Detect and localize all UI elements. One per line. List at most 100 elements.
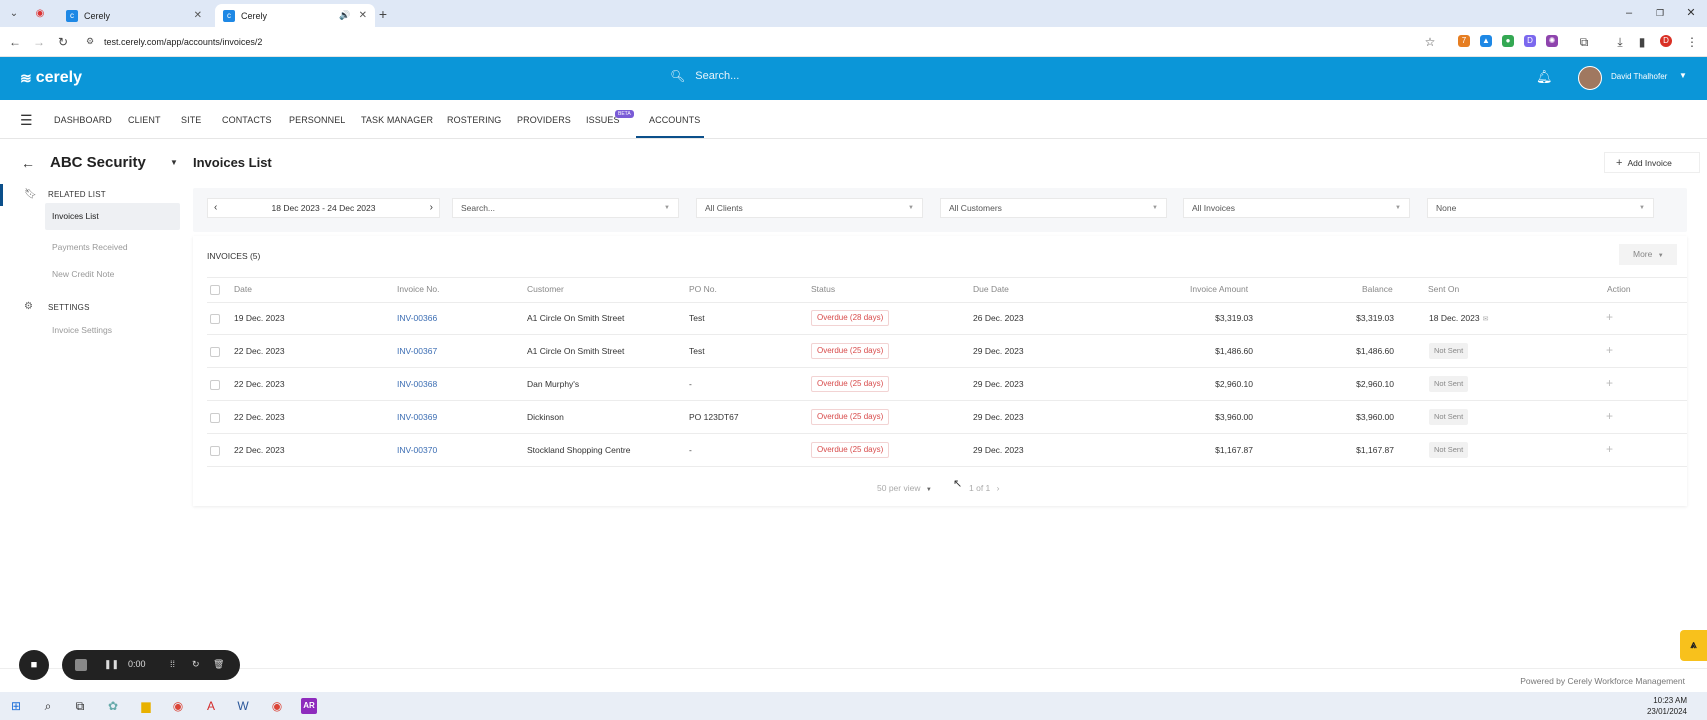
column-header-invoice-no[interactable]: Invoice No. xyxy=(397,284,440,294)
chrome-icon[interactable]: ◉ xyxy=(172,699,184,713)
profile-icon[interactable]: D xyxy=(1660,35,1672,47)
column-header-date[interactable]: Date xyxy=(234,284,252,294)
row-action-plus-icon[interactable]: + xyxy=(1606,343,1614,357)
cell-invoice-no[interactable]: INV-00366 xyxy=(397,313,438,323)
windows-start-icon[interactable]: ⊞ xyxy=(10,699,22,713)
browser-tab-2[interactable]: c Cerely 🔊 ✕ xyxy=(215,4,375,27)
nav-personnel[interactable]: PERSONNEL xyxy=(289,115,346,125)
extra-filter[interactable]: None ▼ xyxy=(1427,198,1654,218)
more-button[interactable]: More ▼ xyxy=(1619,244,1677,265)
nav-dashboard[interactable]: DASHBOARD xyxy=(54,115,112,125)
download-icon[interactable]: ⤓ xyxy=(1617,35,1623,49)
nav-task-manager[interactable]: TASK MANAGER xyxy=(361,115,434,125)
extensions-puzzle-icon[interactable]: ⧉ xyxy=(1579,35,1589,49)
search-icon[interactable]: ⌕ xyxy=(44,699,52,713)
row-action-plus-icon[interactable]: + xyxy=(1606,376,1614,390)
sidebar-item-invoices-list[interactable]: Invoices List xyxy=(45,203,180,230)
column-header-due-date[interactable]: Due Date xyxy=(973,284,1009,294)
extension-icon[interactable]: ● xyxy=(1502,35,1514,47)
row-checkbox[interactable] xyxy=(210,347,220,357)
extension-icon[interactable]: D xyxy=(1524,35,1536,47)
sidebar-item-payments-received[interactable]: Payments Received xyxy=(52,242,128,252)
row-checkbox[interactable] xyxy=(210,380,220,390)
restore-icon[interactable]: ❐ xyxy=(1655,8,1665,18)
user-name[interactable]: David Thalhofer xyxy=(1611,72,1668,81)
column-header-sent-on[interactable]: Sent On xyxy=(1428,284,1460,294)
chevron-down-icon[interactable]: ▼ xyxy=(170,158,178,167)
cerely-logo[interactable]: ≋ cerely xyxy=(20,69,82,87)
browser-menu-icon[interactable]: ⋮ xyxy=(1686,35,1698,49)
extension-icon[interactable]: 7 xyxy=(1458,35,1470,47)
nav-providers[interactable]: PROVIDERS xyxy=(517,115,571,125)
window-close-icon[interactable]: ✕ xyxy=(1686,7,1696,19)
invoice-search-input[interactable]: Search... ▼ xyxy=(452,198,679,218)
app-badge-icon[interactable]: AR xyxy=(301,698,317,714)
nav-accounts[interactable]: ACCOUNTS xyxy=(649,115,701,125)
customers-filter[interactable]: All Customers ▼ xyxy=(940,198,1167,218)
column-header-invoice-amount[interactable]: Invoice Amount xyxy=(1190,284,1249,294)
row-checkbox[interactable] xyxy=(210,413,220,423)
word-icon[interactable]: W xyxy=(237,699,249,713)
cell-invoice-no[interactable]: INV-00368 xyxy=(397,379,438,389)
side-panel-icon[interactable]: ▮ xyxy=(1638,35,1646,49)
url-field[interactable]: test.cerely.com/app/accounts/invoices/2 xyxy=(82,31,1442,53)
column-header-po-no[interactable]: PO No. xyxy=(689,284,717,294)
chevron-right-icon[interactable]: › xyxy=(429,202,433,213)
extension-icon[interactable]: ▲ xyxy=(1480,35,1492,47)
site-info-icon[interactable]: ⚙ xyxy=(86,36,95,46)
bookmark-star-icon[interactable]: ☆ xyxy=(1424,35,1436,49)
trash-icon[interactable]: 🗑︎ xyxy=(213,659,225,669)
help-launcher-icon[interactable]: ⩓ xyxy=(1680,630,1707,661)
app-icon[interactable]: ✿ xyxy=(107,699,119,713)
cell-invoice-no[interactable]: INV-00369 xyxy=(397,412,438,422)
camera-icon[interactable]: ■ xyxy=(19,650,49,680)
column-header-status[interactable]: Status xyxy=(811,284,836,294)
company-name[interactable]: ABC Security xyxy=(50,154,146,171)
sidebar-item-new-credit-note[interactable]: New Credit Note xyxy=(52,269,115,279)
pause-icon[interactable]: ❚❚ xyxy=(104,659,120,669)
hamburger-menu-icon[interactable]: ☰ xyxy=(20,112,33,128)
restart-icon[interactable]: ↻ xyxy=(192,659,200,669)
extension-icon[interactable]: ✺ xyxy=(1546,35,1558,47)
add-invoice-button[interactable]: + Add Invoice xyxy=(1604,152,1700,173)
column-header-balance[interactable]: Balance xyxy=(1362,284,1393,294)
grid-icon[interactable]: ⁞⁞ xyxy=(170,659,176,669)
invoices-filter[interactable]: All Invoices ▼ xyxy=(1183,198,1410,218)
nav-contacts[interactable]: CONTACTS xyxy=(222,115,272,125)
row-action-plus-icon[interactable]: + xyxy=(1606,409,1614,423)
date-range-picker[interactable]: ‹ 18 Dec 2023 - 24 Dec 2023 › xyxy=(207,198,440,218)
close-icon[interactable]: ✕ xyxy=(193,10,202,21)
task-view-icon[interactable]: ⧉ xyxy=(75,699,85,713)
bell-icon[interactable]: 🔔︎ xyxy=(1536,69,1553,84)
tab-search-chevron-icon[interactable]: ⌄ xyxy=(9,8,19,19)
avatar[interactable] xyxy=(1578,66,1602,90)
row-checkbox[interactable] xyxy=(210,446,220,456)
global-search[interactable]: 🔍︎ Search... xyxy=(670,69,739,83)
close-icon[interactable]: ✕ xyxy=(358,10,367,21)
minimize-icon[interactable]: – xyxy=(1625,7,1633,19)
cell-invoice-no[interactable]: INV-00367 xyxy=(397,346,438,356)
chrome-icon[interactable]: ◉ xyxy=(271,699,283,713)
nav-issues[interactable]: ISSUES xyxy=(586,115,620,125)
row-action-plus-icon[interactable]: + xyxy=(1606,442,1614,456)
column-header-customer[interactable]: Customer xyxy=(527,284,564,294)
reload-icon[interactable]: ↻ xyxy=(57,35,69,49)
row-action-plus-icon[interactable]: + xyxy=(1606,310,1614,324)
nav-site[interactable]: SITE xyxy=(181,115,202,125)
nav-rostering[interactable]: ROSTERING xyxy=(447,115,502,125)
per-view-select[interactable]: 50 per view ▼ xyxy=(877,483,932,493)
clients-filter[interactable]: All Clients ▼ xyxy=(696,198,923,218)
file-explorer-icon[interactable]: ▆ xyxy=(141,699,151,713)
sidebar-item-invoice-settings[interactable]: Invoice Settings xyxy=(52,325,113,335)
chevron-down-icon[interactable]: ▼ xyxy=(1679,71,1687,80)
stop-recording-icon[interactable] xyxy=(75,659,87,671)
browser-tab-1[interactable]: c Cerely ✕ xyxy=(58,4,210,27)
new-tab-icon[interactable]: + xyxy=(378,6,388,22)
back-icon[interactable]: ← xyxy=(9,35,21,49)
acrobat-icon[interactable]: A xyxy=(206,699,215,713)
speaker-icon[interactable]: 🔊 xyxy=(339,10,351,20)
cell-invoice-no[interactable]: INV-00370 xyxy=(397,445,438,455)
chevron-right-icon[interactable]: › xyxy=(996,483,1000,493)
row-checkbox[interactable] xyxy=(210,314,220,324)
nav-client[interactable]: CLIENT xyxy=(128,115,161,125)
